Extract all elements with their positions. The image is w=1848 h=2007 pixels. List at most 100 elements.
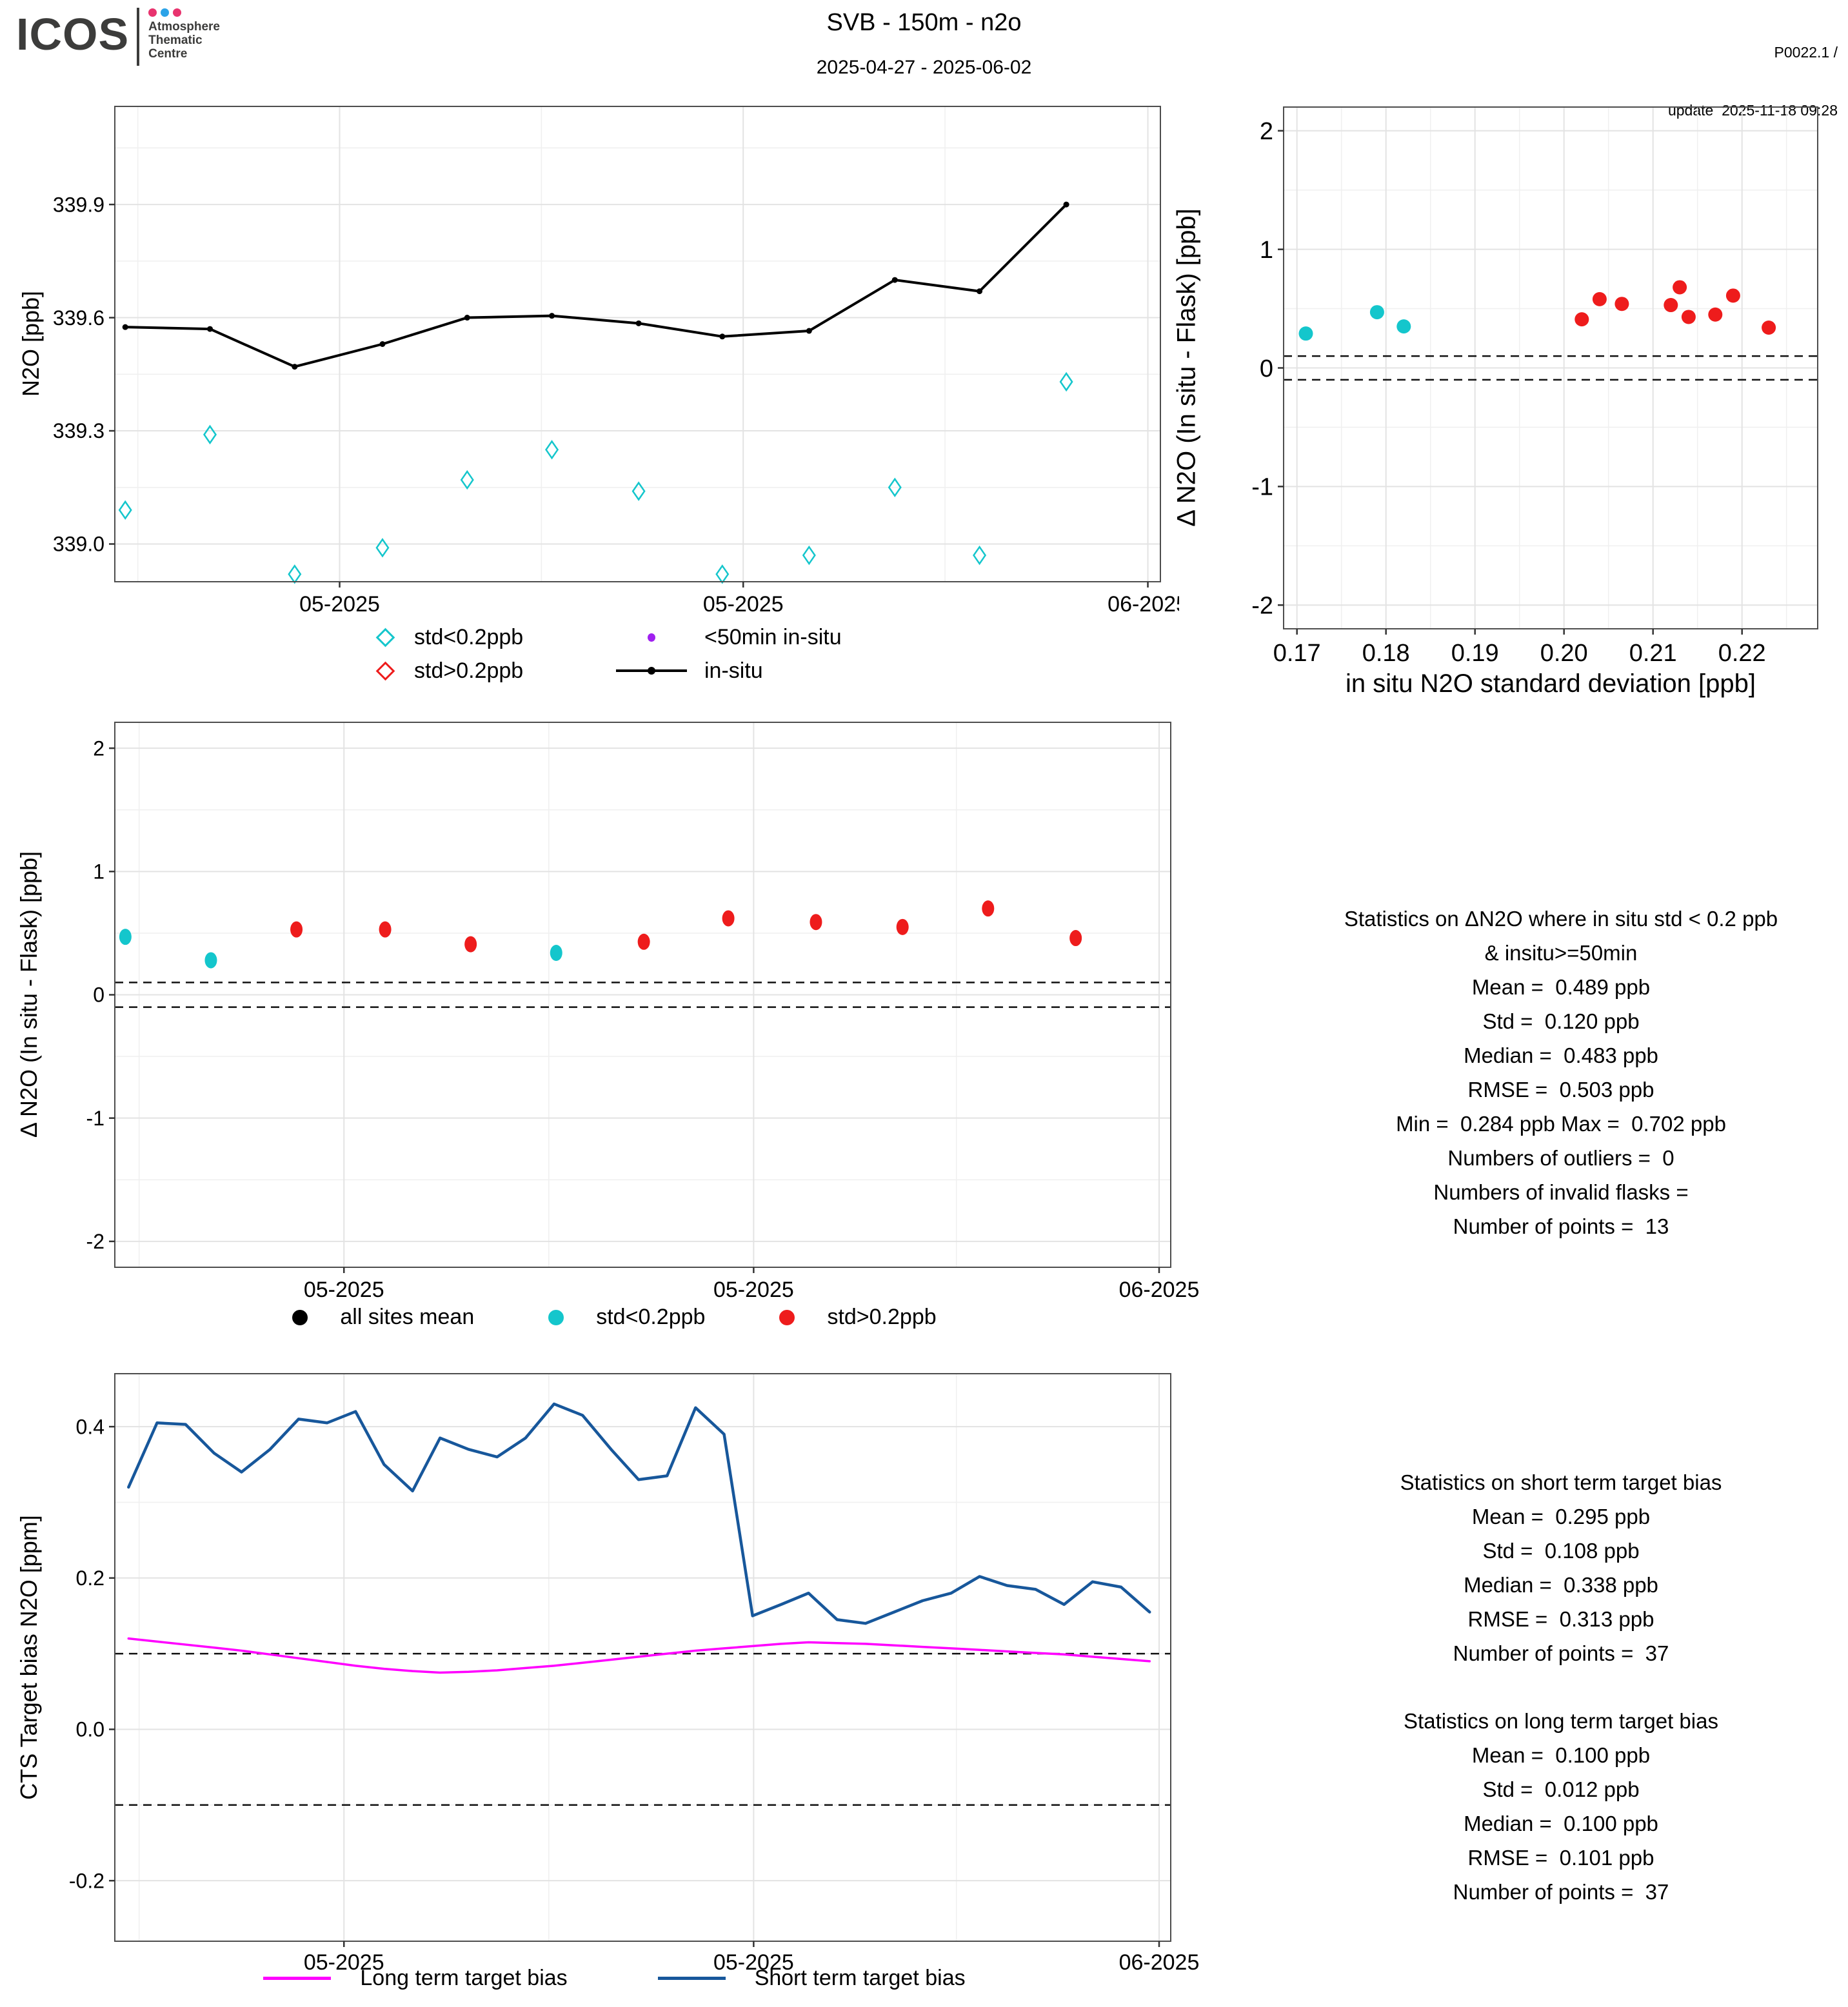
cyan-dot-icon xyxy=(548,1309,564,1325)
svg-text:0: 0 xyxy=(93,984,104,1007)
legend-dn2o-timeseries: all sites mean std<0.2ppb std>0.2ppb xyxy=(0,1305,1229,1330)
stats-line: Min = 0.284 ppb Max = 0.702 ppb xyxy=(1396,1112,1726,1136)
logo-unit-line: Centre xyxy=(148,47,188,61)
stats-line: Mean = 0.489 ppb xyxy=(1471,975,1651,999)
red-dot-icon xyxy=(779,1309,795,1325)
stats-line: Statistics on long term target bias xyxy=(1404,1709,1718,1733)
legend-label-std-gt-02: std>0.2ppb xyxy=(414,658,524,683)
svg-text:-2: -2 xyxy=(86,1230,104,1253)
axis-title-n2o: N2O [ppb] xyxy=(17,290,44,397)
stats-line: RMSE = 0.313 ppb xyxy=(1467,1607,1654,1631)
svg-text:06-2025: 06-2025 xyxy=(1119,1950,1200,1975)
logo-text: ICOS xyxy=(16,9,130,59)
magenta-line-icon xyxy=(263,1977,332,1980)
chart-dn2o-vs-std-svg: -2 -1 0 1 2 0.17 0.18 0.19 0.20 0.21 0.22 xyxy=(1251,106,1818,667)
black-dot-icon xyxy=(292,1309,308,1325)
chart-n2o-timeseries: 339.0 339.3 339.6 339.9 05-2025 05-2025 06-202… xyxy=(0,84,1179,638)
red-diamond-icon xyxy=(375,661,395,680)
stats-line: Median = 0.483 ppb xyxy=(1464,1043,1658,1067)
chart-dn2o-vs-std: -2 -1 0 1 2 0.17 0.18 0.19 0.20 0.21 0.22 xyxy=(1161,84,1848,706)
line-dot-icon xyxy=(615,669,687,672)
svg-text:2: 2 xyxy=(93,737,104,760)
cyan-diamond-icon xyxy=(375,628,395,647)
svg-text:339.0: 339.0 xyxy=(53,533,104,556)
svg-text:-2: -2 xyxy=(1251,593,1273,620)
legend-n2o-timeseries: std<0.2ppb <50min in-situ std>0.2ppb in-… xyxy=(356,620,924,687)
purple-dot-icon xyxy=(647,633,655,642)
series-short-term-target-bias xyxy=(127,1402,1151,1625)
svg-text:06-2025: 06-2025 xyxy=(1119,1278,1200,1302)
legend-label-short-term: Short term target bias xyxy=(754,1966,966,1990)
legend-label-std-lt-02: std<0.2ppb xyxy=(414,624,524,649)
logo-unit-line: Thematic xyxy=(148,34,203,47)
svg-text:2: 2 xyxy=(1260,118,1273,145)
svg-text:05-2025: 05-2025 xyxy=(713,1950,794,1975)
svg-text:-1: -1 xyxy=(86,1107,104,1130)
svg-text:0.21: 0.21 xyxy=(1629,640,1677,667)
chart-target-bias-svg: -0.2 0.0 0.2 0.4 05-2025 05-2025 06-2025 xyxy=(69,1373,1200,1975)
svg-text:-0.2: -0.2 xyxy=(69,1869,104,1892)
pink-dot-icon xyxy=(148,8,157,17)
svg-text:-1: -1 xyxy=(1251,474,1273,501)
series-in-situ xyxy=(122,201,1069,370)
blue-dot-icon xyxy=(161,8,170,17)
series-std-0-2ppb xyxy=(118,371,1073,584)
plot-id: P0022.1 / xyxy=(1774,44,1838,61)
stats-line: Numbers of invalid flasks = xyxy=(1433,1180,1689,1204)
logo-unit: Atmosphere Thematic Centre xyxy=(148,6,220,61)
legend-label-std-gt-02: std>0.2ppb xyxy=(827,1305,937,1329)
svg-text:0.2: 0.2 xyxy=(76,1567,104,1590)
stats-line: Statistics on ΔN2O where in situ std < 0… xyxy=(1344,907,1778,931)
axis-title-target-bias: CTS Target bias N2O [ppm] xyxy=(15,1515,42,1800)
stats-line: RMSE = 0.101 ppb xyxy=(1467,1846,1654,1870)
logo-divider xyxy=(137,8,140,66)
blue-line-icon xyxy=(657,1977,726,1980)
series-std-0-2ppb xyxy=(1575,280,1776,335)
legend-label-all-sites-mean: all sites mean xyxy=(340,1305,475,1329)
stats-dn2o: Statistics on ΔN2O where in situ std < 0… xyxy=(1245,902,1848,1243)
series-std-0-2ppb xyxy=(290,900,1082,953)
chart-target-bias: -0.2 0.0 0.2 0.4 05-2025 05-2025 06-2025 xyxy=(0,1361,1229,1990)
stats-line: Number of points = 37 xyxy=(1453,1641,1669,1665)
legend-label-lt50min: <50min in-situ xyxy=(704,624,842,649)
svg-text:0.4: 0.4 xyxy=(76,1415,104,1438)
stats-line: Mean = 0.100 ppb xyxy=(1471,1743,1651,1767)
stats-line: Std = 0.120 ppb xyxy=(1482,1009,1640,1033)
svg-text:339.6: 339.6 xyxy=(53,306,104,330)
stats-line: RMSE = 0.503 ppb xyxy=(1467,1078,1654,1102)
series-long-term-target-bias xyxy=(127,1637,1151,1674)
legend-label-std-lt-02: std<0.2ppb xyxy=(596,1305,706,1329)
stats-line: Median = 0.338 ppb xyxy=(1464,1573,1658,1597)
series-std-0-2ppb xyxy=(119,929,562,969)
date-range: 2025-04-27 - 2025-06-02 xyxy=(816,57,1032,78)
axis-title-insitu-std: in situ N2O standard deviation [ppb] xyxy=(1346,669,1756,698)
icos-logo: ICOS Atmosphere Thematic Centre xyxy=(16,6,220,66)
stats-short-term: Statistics on short term target bias Mea… xyxy=(1245,1465,1848,1670)
svg-text:1: 1 xyxy=(1260,237,1273,264)
page-title: SVB - 150m - n2o xyxy=(826,9,1022,36)
svg-text:0: 0 xyxy=(1260,355,1273,382)
svg-text:06-2025: 06-2025 xyxy=(1108,592,1179,617)
svg-text:339.9: 339.9 xyxy=(53,193,104,216)
svg-text:0.22: 0.22 xyxy=(1718,640,1766,667)
svg-text:339.3: 339.3 xyxy=(53,419,104,442)
pink-dot-icon xyxy=(173,8,182,17)
axis-title-dn2o-timeseries: Δ N2O (In situ - Flask) [ppb] xyxy=(15,851,42,1138)
logo-dots-icon xyxy=(148,8,220,17)
svg-text:05-2025: 05-2025 xyxy=(703,592,784,617)
svg-text:05-2025: 05-2025 xyxy=(299,592,380,617)
legend-label-insitu: in-situ xyxy=(704,658,763,683)
svg-text:0.0: 0.0 xyxy=(76,1718,104,1741)
stats-line: Mean = 0.295 ppb xyxy=(1471,1505,1651,1528)
svg-text:0.17: 0.17 xyxy=(1273,640,1321,667)
stats-line: Statistics on short term target bias xyxy=(1400,1470,1722,1494)
chart-dn2o-timeseries: -2 -1 0 1 2 05-2025 05-2025 06-2025 xyxy=(0,706,1229,1309)
stats-line: Number of points = 13 xyxy=(1453,1214,1669,1238)
series-std-0-2ppb xyxy=(1298,305,1411,341)
svg-text:05-2025: 05-2025 xyxy=(304,1278,384,1302)
stats-line: Number of points = 37 xyxy=(1453,1880,1669,1904)
stats-line: & insitu>=50min xyxy=(1484,941,1638,965)
stats-line: Std = 0.108 ppb xyxy=(1482,1539,1640,1563)
chart-dn2o-timeseries-svg: -2 -1 0 1 2 05-2025 05-2025 06-2025 xyxy=(86,722,1200,1302)
